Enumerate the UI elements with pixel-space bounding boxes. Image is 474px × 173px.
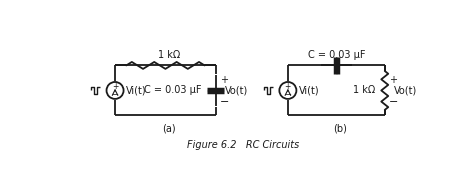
Text: Vi(t): Vi(t) — [299, 85, 319, 95]
Text: −: − — [389, 97, 398, 107]
Text: −: − — [219, 97, 229, 107]
Text: 1 kΩ: 1 kΩ — [158, 50, 181, 60]
Text: 1 kΩ: 1 kΩ — [353, 85, 375, 95]
Text: +: + — [112, 82, 118, 91]
Text: Vo(t): Vo(t) — [225, 85, 248, 95]
Text: +: + — [389, 75, 397, 85]
Text: Figure 6.2   RC Circuits: Figure 6.2 RC Circuits — [187, 140, 299, 151]
Text: +: + — [219, 75, 228, 85]
Text: C = 0.03 μF: C = 0.03 μF — [308, 50, 365, 60]
Text: (b): (b) — [333, 124, 347, 134]
Text: +: + — [285, 82, 291, 91]
Text: C = 0.03 μF: C = 0.03 μF — [145, 85, 202, 95]
Text: −: − — [284, 90, 292, 99]
Text: Vi(t): Vi(t) — [126, 85, 146, 95]
Text: Vo(t): Vo(t) — [394, 85, 417, 95]
Text: (a): (a) — [163, 124, 176, 134]
Text: −: − — [111, 90, 118, 99]
